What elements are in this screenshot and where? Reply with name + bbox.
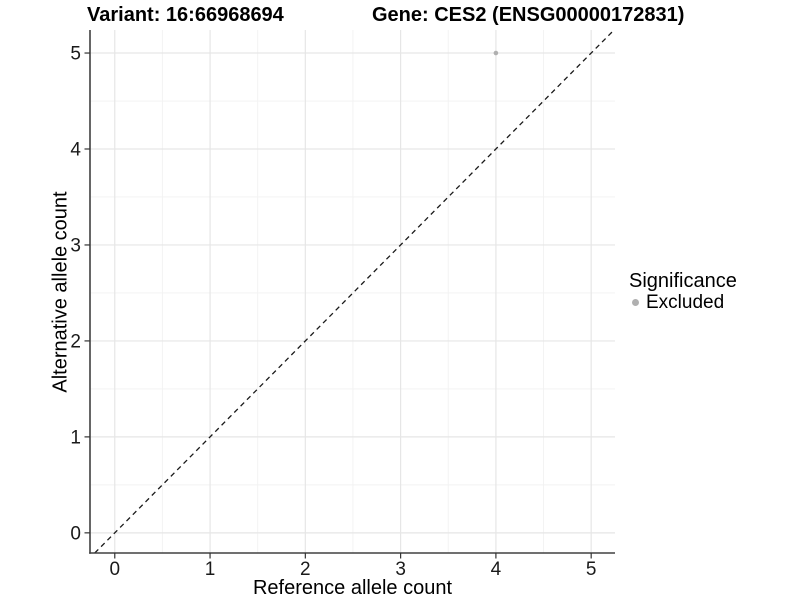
x-tick-label: 1 [205, 559, 216, 580]
data-point [493, 50, 499, 56]
x-tick-label: 3 [395, 559, 406, 580]
variant-title: Variant: 16:66968694 [87, 4, 284, 26]
gene-title: Gene: CES2 (ENSG00000172831) [372, 4, 685, 26]
x-tick-label: 5 [586, 559, 597, 580]
y-axis-title: Alternative allele count [49, 191, 72, 393]
identity-line [94, 29, 615, 554]
x-tick-label: 0 [109, 559, 120, 580]
legend-title: Significance [629, 270, 737, 292]
y-tick-label: 1 [70, 427, 81, 448]
legend-item-label: Excluded [646, 292, 725, 313]
x-tick-label: 4 [491, 559, 502, 580]
y-tick-label: 5 [70, 44, 81, 65]
y-tick-label: 0 [70, 523, 81, 544]
legend-item-excluded: Excluded [629, 292, 737, 313]
legend: Significance Excluded [629, 270, 737, 314]
y-tick-label: 2 [70, 331, 81, 352]
y-tick-label: 3 [70, 235, 81, 256]
x-tick-label: 2 [300, 559, 311, 580]
legend-point-icon [632, 299, 639, 306]
y-tick-label: 4 [70, 139, 81, 160]
x-axis-title: Reference allele count [252, 577, 452, 599]
